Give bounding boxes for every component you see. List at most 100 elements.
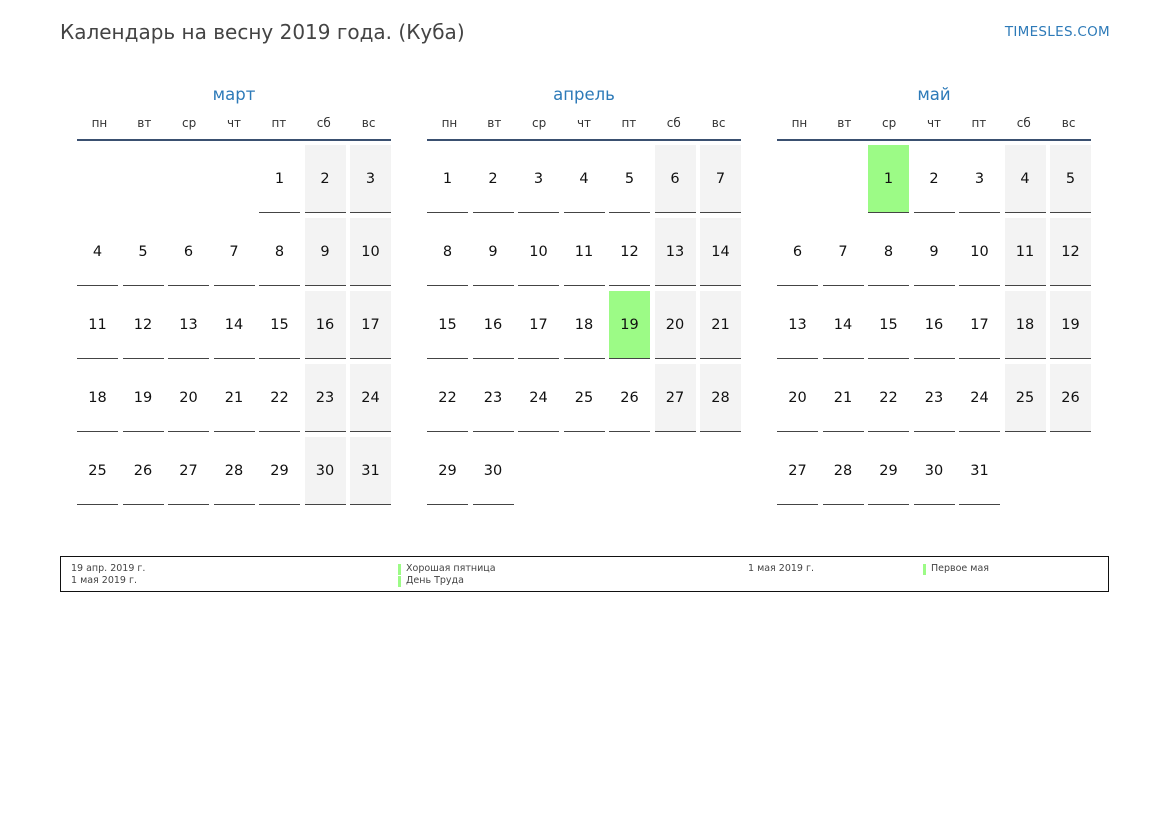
day-cell: 23 [304,364,346,432]
page-title: Календарь на весну 2019 года. (Куба) [60,20,465,44]
weekday-label: вт [837,116,852,130]
day-cell: 7 [700,145,741,213]
legend-dates-left: 19 апр. 2019 г. 1 мая 2019 г. [71,563,145,587]
day-cell: 8 [427,218,468,286]
weekday-label: чт [226,116,242,130]
day-cell: 15 [868,291,909,359]
weekday-label: пн [441,116,458,130]
day-grid: 1 2 3 4 5 6 7 8 9 10 11 12 13 14 15 16 17 18 19 20 21 22 23 24 2… [77,145,391,505]
day-cell: 4 [77,218,118,286]
day-cell: 15 [427,291,468,359]
day-cell: 10 [518,218,559,286]
weekday-label: пн [791,116,808,130]
empty-cell [823,145,864,212]
day-cell: 20 [777,364,818,432]
day-cell: 11 [563,218,605,286]
day-cell: 5 [122,218,164,286]
legend-item: Хорошая пятница [398,563,496,575]
day-cell: 16 [472,291,514,359]
day-cell: 4 [1004,145,1046,213]
day-cell: 14 [213,291,255,359]
day-cell: 29 [259,437,300,505]
day-cell: 22 [427,364,468,432]
day-cell: 7 [822,218,864,286]
day-cell: 2 [913,145,955,213]
holiday-color-marker [923,563,926,575]
brand-link[interactable]: TIMESLES.COM [1004,24,1110,40]
day-cell: 30 [913,437,955,505]
weekday-label: ср [882,116,897,130]
day-cell: 18 [563,291,605,359]
month-title: май [917,85,951,104]
day-cell: 11 [77,291,118,359]
day-cell: 26 [122,437,164,505]
day-cell: 20 [168,364,209,432]
day-cell: 20 [654,291,696,359]
day-cell: 2 [472,145,514,213]
day-cell: 28 [213,437,255,505]
day-cell: 28 [822,437,864,505]
legend-date: 19 апр. 2019 г. [71,563,146,574]
day-cell: 16 [913,291,955,359]
weekday-label: пт [271,116,287,130]
weekday-label: пт [971,116,987,130]
legend-item: Первое мая [923,563,989,575]
day-cell: 24 [959,364,1000,432]
day-cell: 21 [213,364,255,432]
day-cell: 15 [259,291,300,359]
day-cell: 22 [868,364,909,432]
day-cell: 1 [427,145,468,213]
weekday-label: вс [361,116,376,130]
day-cell: 14 [700,218,741,286]
holiday-color-marker [398,575,401,587]
day-cell: 8 [868,218,909,286]
day-cell: 25 [1004,364,1046,432]
day-cell: 19 [1050,291,1091,359]
weekday-label: вс [1061,116,1076,130]
day-cell: 18 [77,364,118,432]
day-cell: 17 [350,291,391,359]
day-cell: 29 [427,437,468,505]
empty-cell [77,145,118,212]
day-cell: 14 [822,291,864,359]
day-cell: 27 [654,364,696,432]
day-cell: 10 [350,218,391,286]
month-march: март пн вт ср чт пт сб вс 1 2 3 4 5 6 7 8 9 10 11 12 13 14 1… [77,84,391,505]
day-cell: 12 [122,291,164,359]
day-cell: 30 [304,437,346,505]
day-cell: 26 [609,364,650,432]
day-cell: 31 [959,437,1000,505]
day-cell: 9 [472,218,514,286]
day-cell: 9 [304,218,346,286]
weekday-label: ср [532,116,547,130]
day-cell: 2 [304,145,346,213]
day-cell: 22 [259,364,300,432]
day-cell: 28 [700,364,741,432]
legend-holiday-name: День Труда [406,575,464,586]
legend-date: 1 мая 2019 г. [71,575,137,586]
weekday-label: пн [91,116,108,130]
legend-holiday-name: Хорошая пятница [406,563,496,574]
day-cell: 12 [1050,218,1091,286]
weekday-label: сб [316,116,331,130]
day-cell: 13 [654,218,696,286]
weekday-label: вт [487,116,502,130]
day-cell: 3 [959,145,1000,213]
day-cell: 11 [1004,218,1046,286]
weekday-label: пт [621,116,637,130]
day-cell: 24 [350,364,391,432]
day-cell: 7 [213,218,255,286]
day-cell: 6 [168,218,209,286]
weekday-label: чт [576,116,592,130]
weekday-label: ср [182,116,197,130]
month-april: апрель пн вт ср чт пт сб вс 1 2 3 4 5 6 7 8 9 10 11 12 13 1… [427,84,741,505]
empty-cell [214,145,255,212]
day-cell: 5 [1050,145,1091,213]
day-cell: 6 [654,145,696,213]
day-cell: 18 [1004,291,1046,359]
holiday-day-cell: 1 [868,145,909,213]
day-cell: 13 [168,291,209,359]
day-cell: 19 [122,364,164,432]
weekday-header: пн вт ср чт пт сб вс [777,115,1091,141]
weekday-header: пн вт ср чт пт сб вс [77,115,391,141]
